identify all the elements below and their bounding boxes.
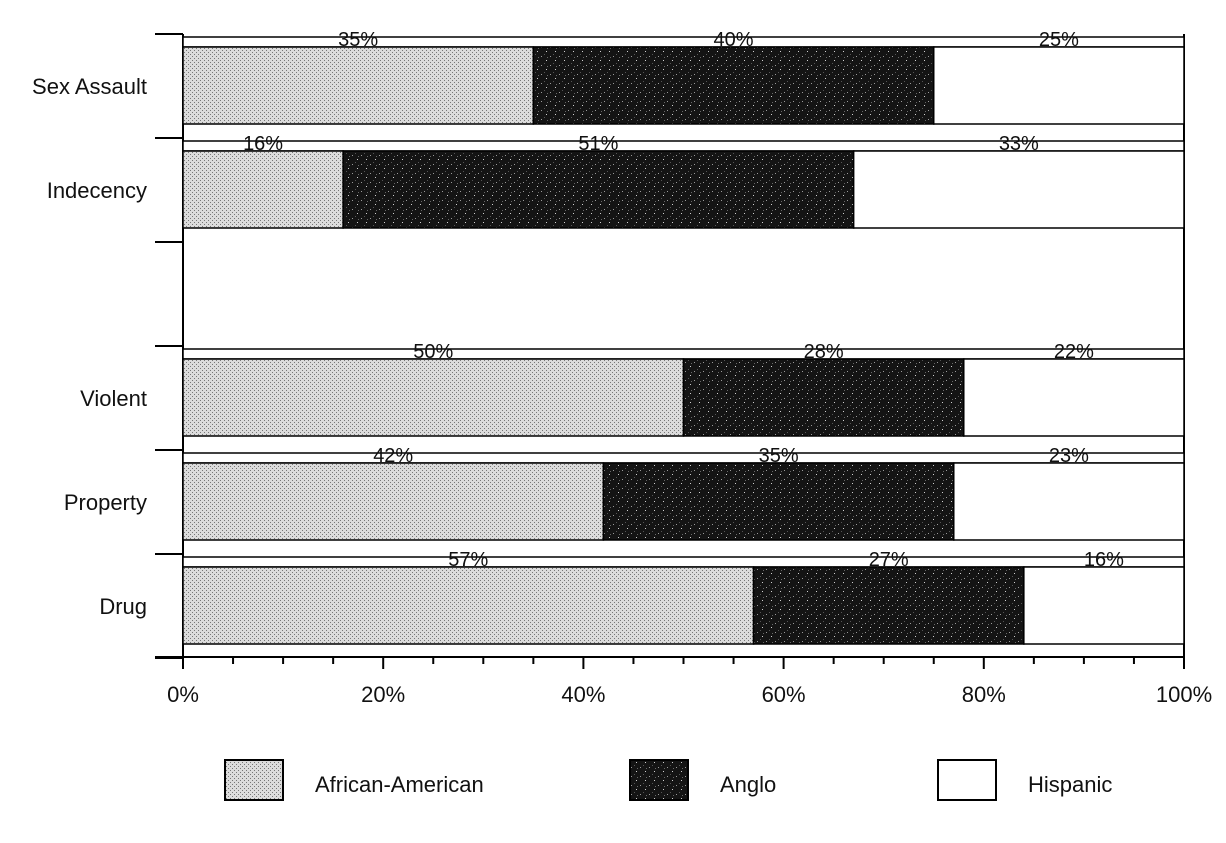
bar-segment: [182, 358, 685, 437]
legend-swatch: [224, 759, 284, 801]
legend-label: Anglo: [720, 772, 776, 797]
chart-bars: [182, 36, 1185, 645]
category-label: Property: [64, 490, 147, 515]
category-label: Violent: [80, 386, 147, 411]
chart-legend: African-American Anglo Hispanic: [224, 759, 1112, 801]
value-label: 33%: [999, 133, 1039, 155]
bar-segment: [963, 358, 1185, 437]
legend-swatch: [937, 759, 997, 801]
value-label: 28%: [804, 341, 844, 363]
chart-labels: 0% 20% 40% 60% 80% 100% Sex Assault 35% 40% 25% In…: [32, 29, 1212, 707]
label-lane: [182, 556, 1185, 568]
value-label: 51%: [578, 133, 618, 155]
value-label: 35%: [759, 445, 799, 467]
x-tick-label: 40%: [561, 682, 605, 707]
category-label: Sex Assault: [32, 74, 147, 99]
bar-segment: [1023, 566, 1185, 645]
bar-segment: [182, 150, 344, 229]
bar-segment: [933, 46, 1185, 125]
label-lane: [182, 36, 1185, 48]
value-label: 25%: [1039, 29, 1079, 51]
x-tick-label: 20%: [361, 682, 405, 707]
bar-segment: [182, 566, 755, 645]
legend-label: African-American: [315, 772, 484, 797]
value-label: 57%: [448, 549, 488, 571]
value-label: 40%: [714, 29, 754, 51]
bar-segment: [682, 358, 965, 437]
value-label: 35%: [338, 29, 378, 51]
bar-segment: [602, 462, 955, 541]
bar-segment: [182, 462, 605, 541]
value-label: 22%: [1054, 341, 1094, 363]
x-tick-label: 0%: [167, 682, 199, 707]
label-lane: [182, 348, 1185, 360]
label-lane: [182, 452, 1185, 464]
x-tick-label: 60%: [762, 682, 806, 707]
legend-label: Hispanic: [1028, 772, 1112, 797]
x-tick-label: 100%: [1156, 682, 1212, 707]
value-label: 16%: [1084, 549, 1124, 571]
category-label: Drug: [99, 594, 147, 619]
bar-segment: [852, 150, 1185, 229]
bar-segment: [532, 46, 935, 125]
value-label: 50%: [413, 341, 453, 363]
x-tick-label: 80%: [962, 682, 1006, 707]
category-label: Indecency: [47, 178, 147, 203]
legend-swatch: [629, 759, 689, 801]
value-label: 16%: [243, 133, 283, 155]
value-label: 27%: [869, 549, 909, 571]
bar-segment: [182, 46, 535, 125]
bar-segment: [953, 462, 1185, 541]
bar-segment: [752, 566, 1025, 645]
value-label: 23%: [1049, 445, 1089, 467]
value-label: 42%: [373, 445, 413, 467]
bar-segment: [342, 150, 855, 229]
